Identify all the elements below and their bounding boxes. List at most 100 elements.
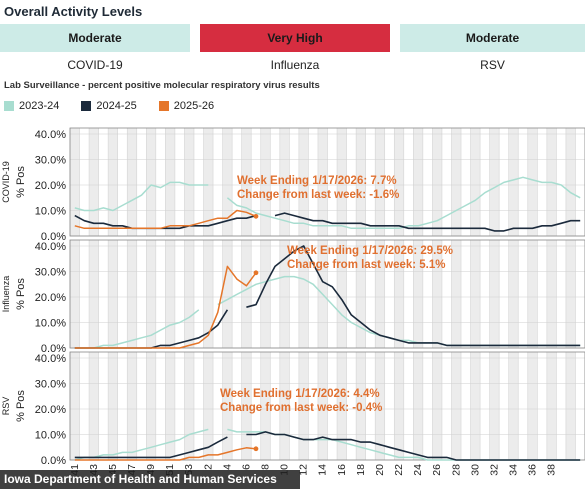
week-band [70, 352, 80, 460]
legend-swatch [81, 101, 92, 111]
panel-frame [69, 127, 585, 237]
week-band [546, 240, 557, 348]
week-band [89, 240, 99, 348]
x-tick-label: 41 [69, 464, 81, 476]
series-line-2025-26 [74, 209, 257, 230]
panel-frame [69, 239, 585, 349]
legend-label: 2025-26 [173, 100, 215, 112]
week-band [241, 128, 252, 236]
week-band [279, 352, 290, 460]
x-tick-label: 4 [221, 464, 233, 470]
x-tick-label: 8 [260, 464, 272, 470]
week-band [241, 240, 252, 348]
y-axis-label: % Pos [15, 278, 27, 310]
week-band [222, 128, 233, 236]
x-tick-label: 45 [107, 464, 119, 476]
x-tick-label: 38 [546, 464, 558, 476]
week-band [222, 352, 233, 460]
week-band [146, 352, 156, 460]
week-band [184, 240, 194, 348]
series-line-2024-25 [274, 212, 581, 232]
footer-source: Iowa Department of Health and Human Serv… [0, 470, 300, 489]
week-band [298, 352, 309, 460]
series-line-2024-25 [246, 431, 581, 461]
y-tick-label: 10.0% [35, 206, 66, 218]
week-band [394, 240, 404, 348]
week-band [527, 128, 538, 236]
week-band [279, 128, 290, 236]
week-band [184, 128, 194, 236]
y-tick-label: 20.0% [35, 292, 66, 304]
week-band [260, 240, 271, 348]
series-line-2024-25 [74, 436, 228, 459]
x-tick-label: 22 [393, 464, 405, 476]
latest-point-marker [253, 270, 259, 276]
week-band [298, 128, 309, 236]
week-band [470, 352, 481, 460]
week-band [241, 352, 252, 460]
week-band [203, 240, 214, 348]
rsv-activity-level: Moderate [400, 24, 585, 52]
week-band [165, 352, 175, 460]
week-band [470, 128, 481, 236]
week-band [279, 240, 290, 348]
week-band [203, 352, 214, 460]
covid-activity-level: Moderate [0, 24, 190, 52]
week-band [108, 128, 118, 236]
y-tick-label: 40.0% [35, 129, 66, 141]
week-band [413, 240, 423, 348]
x-tick-label: 34 [507, 464, 519, 476]
annotation-text: Week Ending 1/17/2026: 7.7% [237, 175, 397, 187]
legend-item-2024-25: 2024-25 [81, 100, 137, 112]
week-band [394, 128, 404, 236]
x-tick-label: 10 [279, 464, 291, 476]
x-tick-label: 18 [355, 464, 367, 476]
week-band [451, 240, 462, 348]
annotation-text: Week Ending 1/17/2026: 29.5% [287, 245, 453, 257]
x-tick-label: 24 [412, 464, 424, 476]
legend-swatch [158, 101, 169, 111]
legend-label: 2024-25 [96, 100, 137, 112]
page-title: Overall Activity Levels [4, 4, 143, 19]
legend-item-2023-24: 2023-24 [4, 100, 59, 112]
week-band [451, 128, 462, 236]
influenza-activity-level: Very High [200, 24, 390, 52]
x-tick-label: 14 [317, 464, 329, 476]
week-band [146, 240, 156, 348]
week-band [527, 240, 538, 348]
rsv-label: RSV [480, 58, 505, 72]
week-band [203, 128, 214, 236]
annotation-text: Change from last week: -0.4% [220, 402, 382, 414]
panel-name-rsv: RSV [1, 397, 11, 416]
week-band [337, 352, 347, 460]
week-band [375, 240, 385, 348]
annotation-text: Change from last week: -1.6% [237, 189, 399, 201]
series-line-2023-24 [74, 181, 209, 212]
week-band [470, 240, 481, 348]
annotation-text: Week Ending 1/17/2026: 4.4% [220, 388, 380, 400]
x-tick-label: 12 [298, 464, 310, 476]
week-band [317, 128, 328, 236]
week-band [127, 240, 137, 348]
x-tick-label: 36 [527, 464, 539, 476]
week-band [260, 128, 271, 236]
x-tick-label: 32 [488, 464, 500, 476]
week-band [413, 128, 423, 236]
x-tick-label: 2 [202, 464, 214, 470]
week-band [432, 128, 442, 236]
week-band [508, 128, 519, 236]
y-tick-label: 20.0% [35, 180, 66, 192]
week-band [356, 352, 366, 460]
week-band [565, 240, 576, 348]
x-tick-label: 6 [240, 464, 252, 470]
legend-label: 2023-24 [19, 100, 60, 112]
x-tick-label: 16 [336, 464, 348, 476]
week-band [565, 352, 576, 460]
week-band [394, 352, 404, 460]
panel-name-influenza: Influenza [1, 276, 11, 313]
week-band [108, 352, 118, 460]
week-band [375, 352, 385, 460]
week-band [260, 352, 271, 460]
week-band [184, 352, 194, 460]
